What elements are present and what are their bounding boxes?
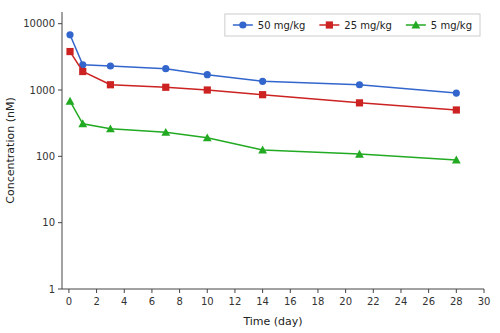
x-tick-label: 4 (121, 296, 127, 307)
chart-container: 0246810121416182022242628301101001000100… (0, 0, 500, 333)
y-axis-line (62, 12, 63, 289)
plot-area (66, 31, 461, 163)
marker-triangle (258, 146, 267, 154)
x-tick-label: 12 (229, 296, 242, 307)
x-tick (262, 289, 263, 293)
x-tick-label: 10 (201, 296, 214, 307)
x-tick-label: 24 (395, 296, 408, 307)
marker-triangle (106, 124, 115, 132)
marker-square (356, 99, 363, 106)
marker-triangle (411, 21, 420, 29)
marker-square (204, 86, 211, 93)
marker-circle (162, 65, 169, 72)
y-tick (58, 90, 62, 91)
y-tick (58, 23, 62, 24)
x-tick (317, 289, 318, 293)
x-tick (207, 289, 208, 293)
x-tick (484, 289, 485, 293)
marker-triangle (452, 156, 461, 164)
x-tick-label: 20 (339, 296, 352, 307)
marker-circle (259, 78, 266, 85)
legend-box (225, 14, 480, 36)
marker-circle (204, 71, 211, 78)
y-tick (58, 156, 62, 157)
y-tick (58, 222, 62, 223)
x-tick-label: 16 (284, 296, 297, 307)
marker-circle (453, 89, 460, 96)
marker-triangle (203, 133, 212, 141)
x-tick (345, 289, 346, 293)
marker-square (79, 68, 86, 75)
x-axis-label: Time (day) (242, 315, 302, 328)
x-tick-label: 18 (312, 296, 325, 307)
marker-square (453, 106, 460, 113)
background (0, 0, 500, 333)
legend-item: 50 mg/kg (233, 20, 306, 31)
x-tick-label: 28 (450, 296, 463, 307)
series-line (70, 35, 456, 93)
series-line (70, 101, 456, 160)
legend: 50 mg/kg 25 mg/kg 5 mg/kg (225, 14, 480, 36)
x-axis-line (62, 289, 484, 290)
x-tick-label: 30 (478, 296, 491, 307)
x-tick (151, 289, 152, 293)
legend-label: 25 mg/kg (344, 20, 392, 31)
x-tick (234, 289, 235, 293)
x-tick-label: 26 (422, 296, 435, 307)
x-tick (456, 289, 457, 293)
x-tick (124, 289, 125, 293)
x-tick-label: 6 (149, 296, 155, 307)
x-tick-label: 14 (256, 296, 269, 307)
x-tick-label: 0 (66, 296, 72, 307)
y-tick-label: 100 (36, 151, 55, 162)
legend-label: 5 mg/kg (431, 20, 472, 31)
y-tick-label: 1000 (30, 85, 55, 96)
x-tick (68, 289, 69, 293)
legend-item: 5 mg/kg (406, 20, 472, 31)
x-tick (400, 289, 401, 293)
legend-item: 25 mg/kg (319, 20, 392, 31)
y-tick (58, 289, 62, 290)
marker-circle (239, 21, 246, 28)
marker-triangle (161, 128, 170, 136)
chart-svg: 0246810121416182022242628301101001000100… (0, 0, 500, 333)
x-tick (373, 289, 374, 293)
y-tick-label: 10000 (23, 18, 55, 29)
marker-square (326, 21, 333, 28)
x-tick (179, 289, 180, 293)
marker-square (66, 48, 73, 55)
x-tick (428, 289, 429, 293)
marker-square (162, 84, 169, 91)
series-line (70, 52, 456, 110)
x-tick (290, 289, 291, 293)
marker-circle (66, 31, 73, 38)
x-tick-label: 22 (367, 296, 380, 307)
marker-square (107, 81, 114, 88)
marker-circle (107, 62, 114, 69)
y-tick-label: 1 (49, 284, 55, 295)
y-axis-label: Concentration (nM) (4, 97, 17, 203)
marker-circle (356, 81, 363, 88)
marker-triangle (355, 150, 364, 158)
legend-label: 50 mg/kg (258, 20, 306, 31)
x-tick-label: 8 (176, 296, 182, 307)
y-tick-label: 10 (42, 217, 55, 228)
x-tick-label: 2 (93, 296, 99, 307)
marker-square (259, 91, 266, 98)
x-tick (96, 289, 97, 293)
marker-triangle (78, 119, 87, 127)
marker-triangle (66, 97, 75, 105)
